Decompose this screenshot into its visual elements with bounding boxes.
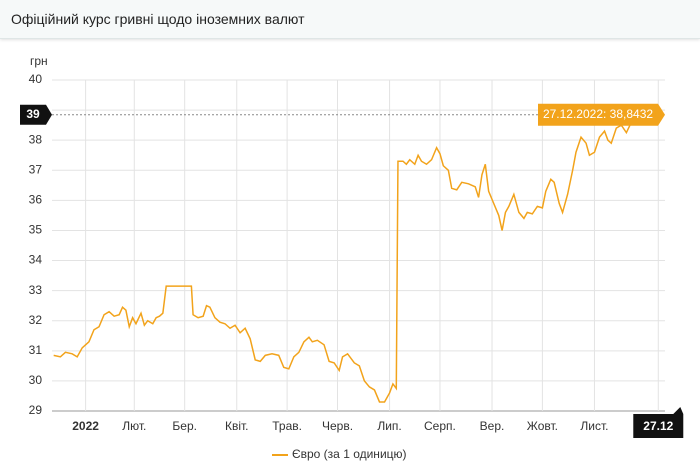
x-tick-label: Трав. [272, 419, 302, 433]
x-tick-label: Лют. [122, 419, 146, 433]
header: Офіційний курс гривні щодо іноземних вал… [0, 0, 700, 39]
legend-label: Євро (за 1 одиницю) [292, 447, 407, 461]
x-tick-label: Лист. [580, 419, 608, 433]
y-pointer-label: 39 [26, 107, 40, 121]
x-tick-label: Квіт. [225, 419, 249, 433]
x-tick-label: 2022 [72, 419, 99, 433]
x-pointer-label: 27.12 [643, 419, 673, 433]
y-unit: грн [30, 54, 48, 68]
x-tick-label: Вер. [480, 419, 505, 433]
x-tick-label: Черв. [322, 419, 353, 433]
x-tick-label: Лип. [377, 419, 401, 433]
y-tick-label: 29 [29, 403, 43, 417]
x-tick-label: Жовт. [527, 419, 558, 433]
point [655, 111, 662, 118]
y-tick-label: 32 [29, 313, 43, 327]
chart: грн 29 30 31 32 33 34 35 36 37 38 39 40 2022 Лют. Бер.… [20, 54, 684, 461]
y-tick-label: 37 [29, 162, 43, 176]
series-line [53, 112, 659, 403]
y-pointer-box [20, 104, 52, 125]
y-tick-label: 33 [29, 283, 43, 297]
y-tick-label: 34 [29, 253, 43, 267]
page-title: Офіційний курс гривні щодо іноземних вал… [11, 11, 305, 27]
y-tick-label: 31 [29, 343, 43, 357]
y-tick-label: 38 [29, 132, 43, 146]
x-tick-label: Серп. [424, 419, 456, 433]
tooltip-box [538, 103, 665, 126]
y-tick-label: 30 [29, 373, 43, 387]
tooltip: 27.12.2022: 38,8432 [543, 107, 653, 121]
y-tick-label: 36 [29, 193, 43, 207]
x-tick-label: Бер. [172, 419, 197, 433]
y-tick-label: 35 [29, 223, 43, 237]
x-pointer-box [633, 407, 684, 438]
y-tick-label: 40 [29, 72, 43, 86]
